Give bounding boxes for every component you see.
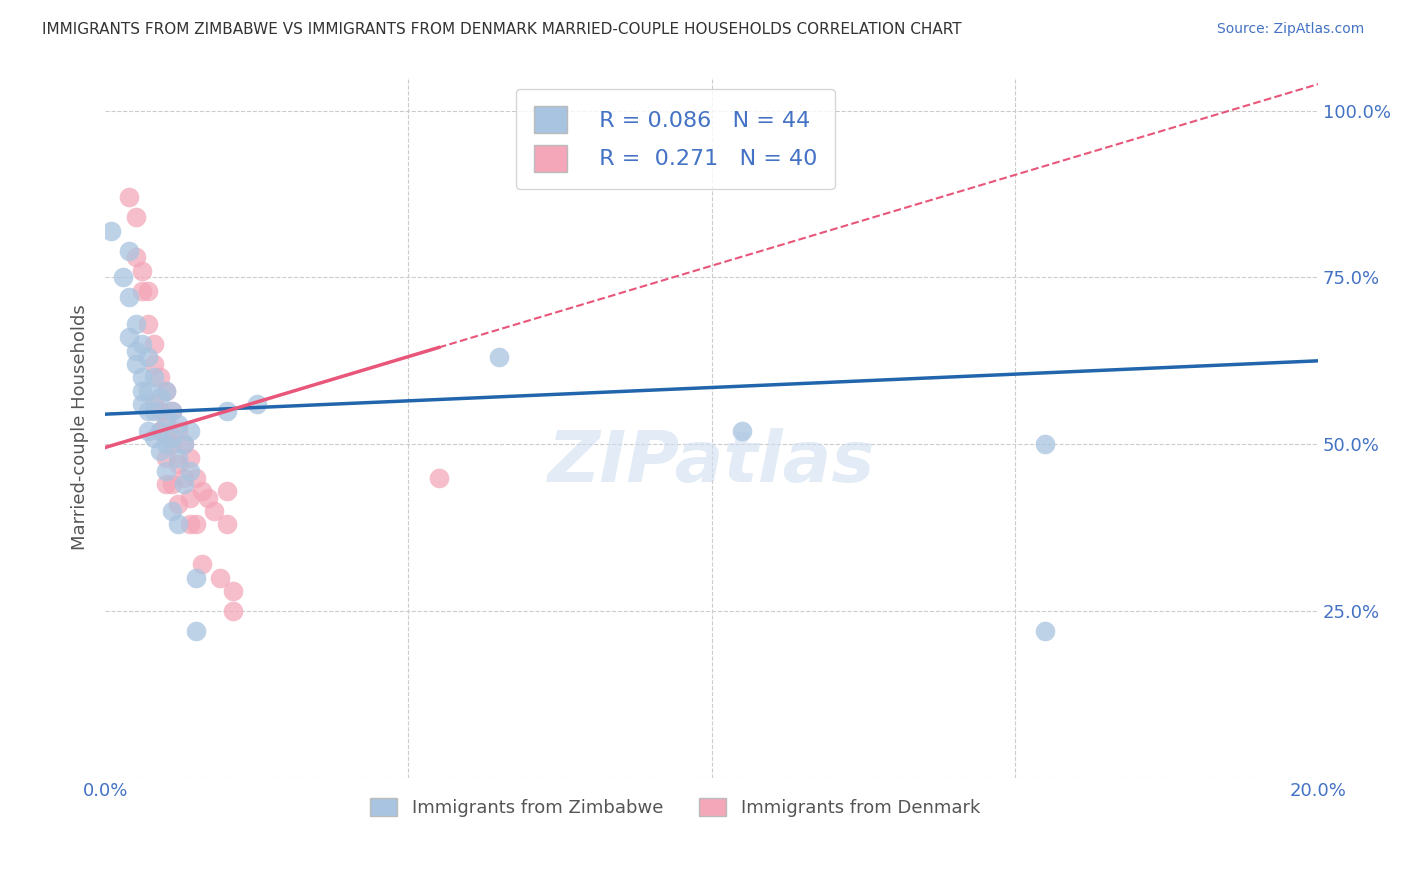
Point <box>136 317 159 331</box>
Point <box>731 424 754 438</box>
Point <box>155 477 177 491</box>
Point <box>202 504 225 518</box>
Text: ZIPatlas: ZIPatlas <box>548 428 876 497</box>
Point <box>191 483 214 498</box>
Point <box>142 370 165 384</box>
Point <box>160 404 183 418</box>
Point <box>136 351 159 365</box>
Point <box>179 517 201 532</box>
Point <box>124 211 146 225</box>
Point <box>179 424 201 438</box>
Point <box>131 384 153 398</box>
Point <box>155 437 177 451</box>
Point <box>155 384 177 398</box>
Point <box>118 190 141 204</box>
Point <box>124 317 146 331</box>
Point <box>112 270 135 285</box>
Point <box>136 284 159 298</box>
Point <box>167 424 190 438</box>
Point <box>142 430 165 444</box>
Point <box>136 384 159 398</box>
Point <box>167 517 190 532</box>
Point <box>155 410 177 425</box>
Point <box>160 504 183 518</box>
Point <box>173 437 195 451</box>
Text: Source: ZipAtlas.com: Source: ZipAtlas.com <box>1216 22 1364 37</box>
Point <box>149 370 172 384</box>
Point <box>118 244 141 258</box>
Point <box>160 477 183 491</box>
Point <box>155 384 177 398</box>
Point <box>155 464 177 478</box>
Point <box>1033 624 1056 638</box>
Point <box>179 464 201 478</box>
Point <box>142 397 165 411</box>
Point <box>186 570 208 584</box>
Point <box>1033 437 1056 451</box>
Point <box>179 450 201 465</box>
Point <box>246 397 269 411</box>
Point <box>197 491 219 505</box>
Point <box>488 351 510 365</box>
Point <box>149 391 172 405</box>
Point <box>215 483 238 498</box>
Point <box>131 337 153 351</box>
Point <box>131 397 153 411</box>
Point <box>160 404 183 418</box>
Point <box>142 357 165 371</box>
Y-axis label: Married-couple Households: Married-couple Households <box>72 305 89 550</box>
Point <box>209 570 232 584</box>
Point <box>186 517 208 532</box>
Point <box>131 284 153 298</box>
Point <box>167 450 190 465</box>
Point <box>124 343 146 358</box>
Point <box>186 470 208 484</box>
Point <box>124 251 146 265</box>
Point <box>131 264 153 278</box>
Text: IMMIGRANTS FROM ZIMBABWE VS IMMIGRANTS FROM DENMARK MARRIED-COUPLE HOUSEHOLDS CO: IMMIGRANTS FROM ZIMBABWE VS IMMIGRANTS F… <box>42 22 962 37</box>
Point <box>173 437 195 451</box>
Point <box>191 558 214 572</box>
Point <box>155 417 177 432</box>
Point <box>167 457 190 471</box>
Point <box>186 624 208 638</box>
Point <box>167 497 190 511</box>
Point <box>149 424 172 438</box>
Point <box>142 337 165 351</box>
Point <box>215 404 238 418</box>
Point <box>149 443 172 458</box>
Point <box>160 430 183 444</box>
Point <box>173 470 195 484</box>
Point <box>142 404 165 418</box>
Point <box>155 450 177 465</box>
Point <box>118 290 141 304</box>
Legend: Immigrants from Zimbabwe, Immigrants from Denmark: Immigrants from Zimbabwe, Immigrants fro… <box>363 790 987 824</box>
Point <box>136 404 159 418</box>
Point <box>427 470 450 484</box>
Point <box>221 583 243 598</box>
Point <box>167 417 190 432</box>
Point <box>179 491 201 505</box>
Point <box>124 357 146 371</box>
Point <box>160 437 183 451</box>
Point <box>100 224 122 238</box>
Point <box>173 477 195 491</box>
Point <box>136 424 159 438</box>
Point <box>118 330 141 344</box>
Point <box>149 404 172 418</box>
Point <box>149 424 172 438</box>
Point <box>131 370 153 384</box>
Point <box>215 517 238 532</box>
Point <box>221 604 243 618</box>
